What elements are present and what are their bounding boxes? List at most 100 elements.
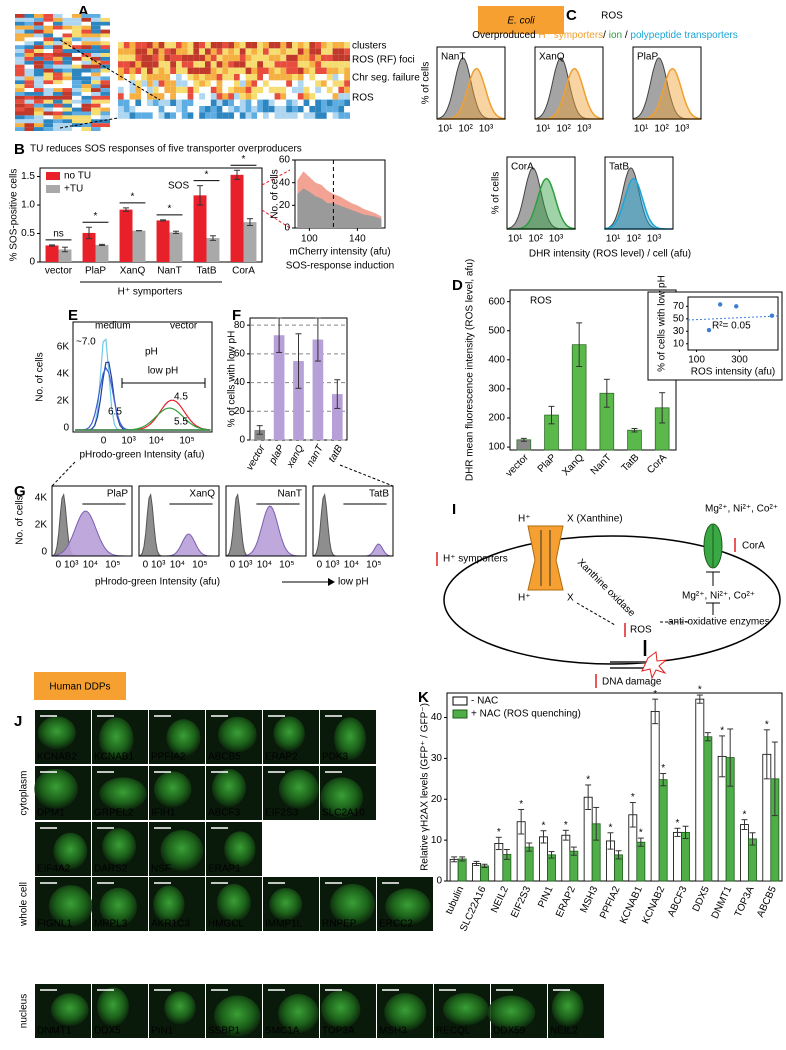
heatmap-cell (210, 42, 217, 49)
heatmap-cell (338, 48, 345, 55)
x-tick-label: 10⁵ (105, 560, 120, 571)
heatmap-cell (81, 64, 91, 69)
y-tick-label: 1.5 (21, 171, 35, 182)
heatmap-cell (129, 99, 136, 106)
panel-title: pH (145, 347, 158, 358)
micrograph-cell (51, 993, 89, 1027)
heading-box (34, 672, 126, 700)
heatmap-cell (181, 42, 188, 49)
heatmap-cell (24, 92, 34, 96)
heatmap-cell (24, 21, 34, 26)
heatmap-cell (181, 99, 188, 106)
error-bar (741, 819, 748, 831)
heatmap-cell (43, 49, 53, 53)
x-tick-label: 10³ (647, 234, 662, 245)
micrograph-cell (48, 885, 93, 927)
plot-frame (225, 485, 307, 557)
heatmap-cell (91, 119, 101, 124)
heatmap-cell (53, 49, 63, 53)
plot-label: PlaP (107, 489, 128, 500)
heatmap-cell (123, 74, 130, 81)
heatmap-cell (176, 42, 182, 49)
heatmap-cell (326, 86, 333, 94)
heatmap-cell (72, 95, 82, 100)
heatmap-cell (268, 61, 275, 68)
heatmap-cell (118, 93, 124, 100)
heatmap-cell (62, 68, 72, 73)
y-tick-label: 70 (673, 301, 685, 312)
heatmap-cell (280, 80, 287, 87)
diagram-label: Mg²⁺, Ni²⁺, Co²⁺ (682, 591, 755, 602)
heatmap-cell (81, 45, 91, 50)
heatmap-cell (297, 42, 304, 49)
subtitle-part: ion (609, 30, 622, 41)
heatmap-cell (268, 86, 275, 94)
bar (243, 222, 257, 262)
error-bar (631, 427, 638, 433)
heatmap-cell (234, 67, 240, 74)
micrograph-cell (214, 995, 261, 1037)
heatmap-cell (141, 80, 147, 87)
heatmap-cell (210, 106, 217, 113)
heatmap-cell (205, 99, 211, 106)
error-bar (696, 694, 703, 704)
y-tick-label: 10 (673, 338, 685, 349)
heatmap-cell (251, 80, 258, 87)
y-tick-label: 4K (57, 369, 70, 380)
heatmap-cell (280, 99, 287, 106)
heatmap-cell (24, 68, 34, 73)
heatmap-cell (164, 106, 171, 113)
heatmap-cell (91, 76, 101, 81)
heatmap-cell (43, 17, 53, 22)
heatmap-cell (251, 106, 258, 113)
heatmap-cell (286, 61, 292, 68)
heatmap-cell (309, 42, 316, 49)
error-bar (660, 773, 667, 787)
heatmap-cell (193, 74, 200, 81)
heatmap-cell (72, 103, 82, 108)
heatmap-cell (91, 88, 101, 92)
heatmap-cell (53, 41, 63, 46)
heatmap-cell (118, 67, 124, 74)
heatmap-cell (158, 61, 165, 68)
heatmap-cell (170, 54, 176, 62)
heatmap-cell (100, 84, 110, 89)
heatmap-cell (62, 37, 72, 42)
bar (449, 858, 459, 882)
heatmap-cell (24, 72, 34, 77)
heatmap-cell (34, 80, 44, 85)
x-tick-label: 10² (458, 124, 473, 135)
heatmap-cell (81, 21, 91, 26)
heatmap-cell (170, 112, 176, 119)
x-tick-label: 100 (301, 234, 318, 245)
heatmap-cell (228, 106, 234, 113)
heatmap-cell (123, 42, 130, 49)
heatmap-cell (193, 80, 200, 87)
heatmap-cell (245, 67, 252, 74)
heatmap-cell (187, 48, 194, 55)
heatmap-cell (72, 49, 82, 53)
heatmap-cell (251, 74, 258, 81)
heatmap-cell (176, 93, 182, 100)
heatmap-cell (338, 80, 345, 87)
heatmap-cell (72, 107, 82, 112)
heatmap-cell (216, 99, 223, 106)
chart-annotation: SOS (168, 181, 189, 192)
heatmap-cell (170, 99, 176, 106)
micrograph-cell (320, 777, 364, 818)
x-tick-label: 10³ (577, 124, 592, 135)
heatmap-cell (152, 74, 159, 81)
heatmap-cell (216, 67, 223, 74)
micrograph-label: SMC1A (265, 1026, 300, 1037)
heatmap-cell (141, 99, 147, 106)
heatmap-cell (100, 99, 110, 104)
heatmap-cell (338, 42, 345, 49)
heatmap-cell (181, 106, 188, 113)
heatmap-cell (251, 67, 258, 74)
heatmap-cell (91, 33, 101, 38)
x-tick-label: vector (244, 443, 267, 473)
trend-line (687, 315, 779, 321)
heatmap-cell (344, 80, 350, 87)
heatmap-cell (280, 106, 287, 113)
heatmap-cell (24, 60, 34, 65)
